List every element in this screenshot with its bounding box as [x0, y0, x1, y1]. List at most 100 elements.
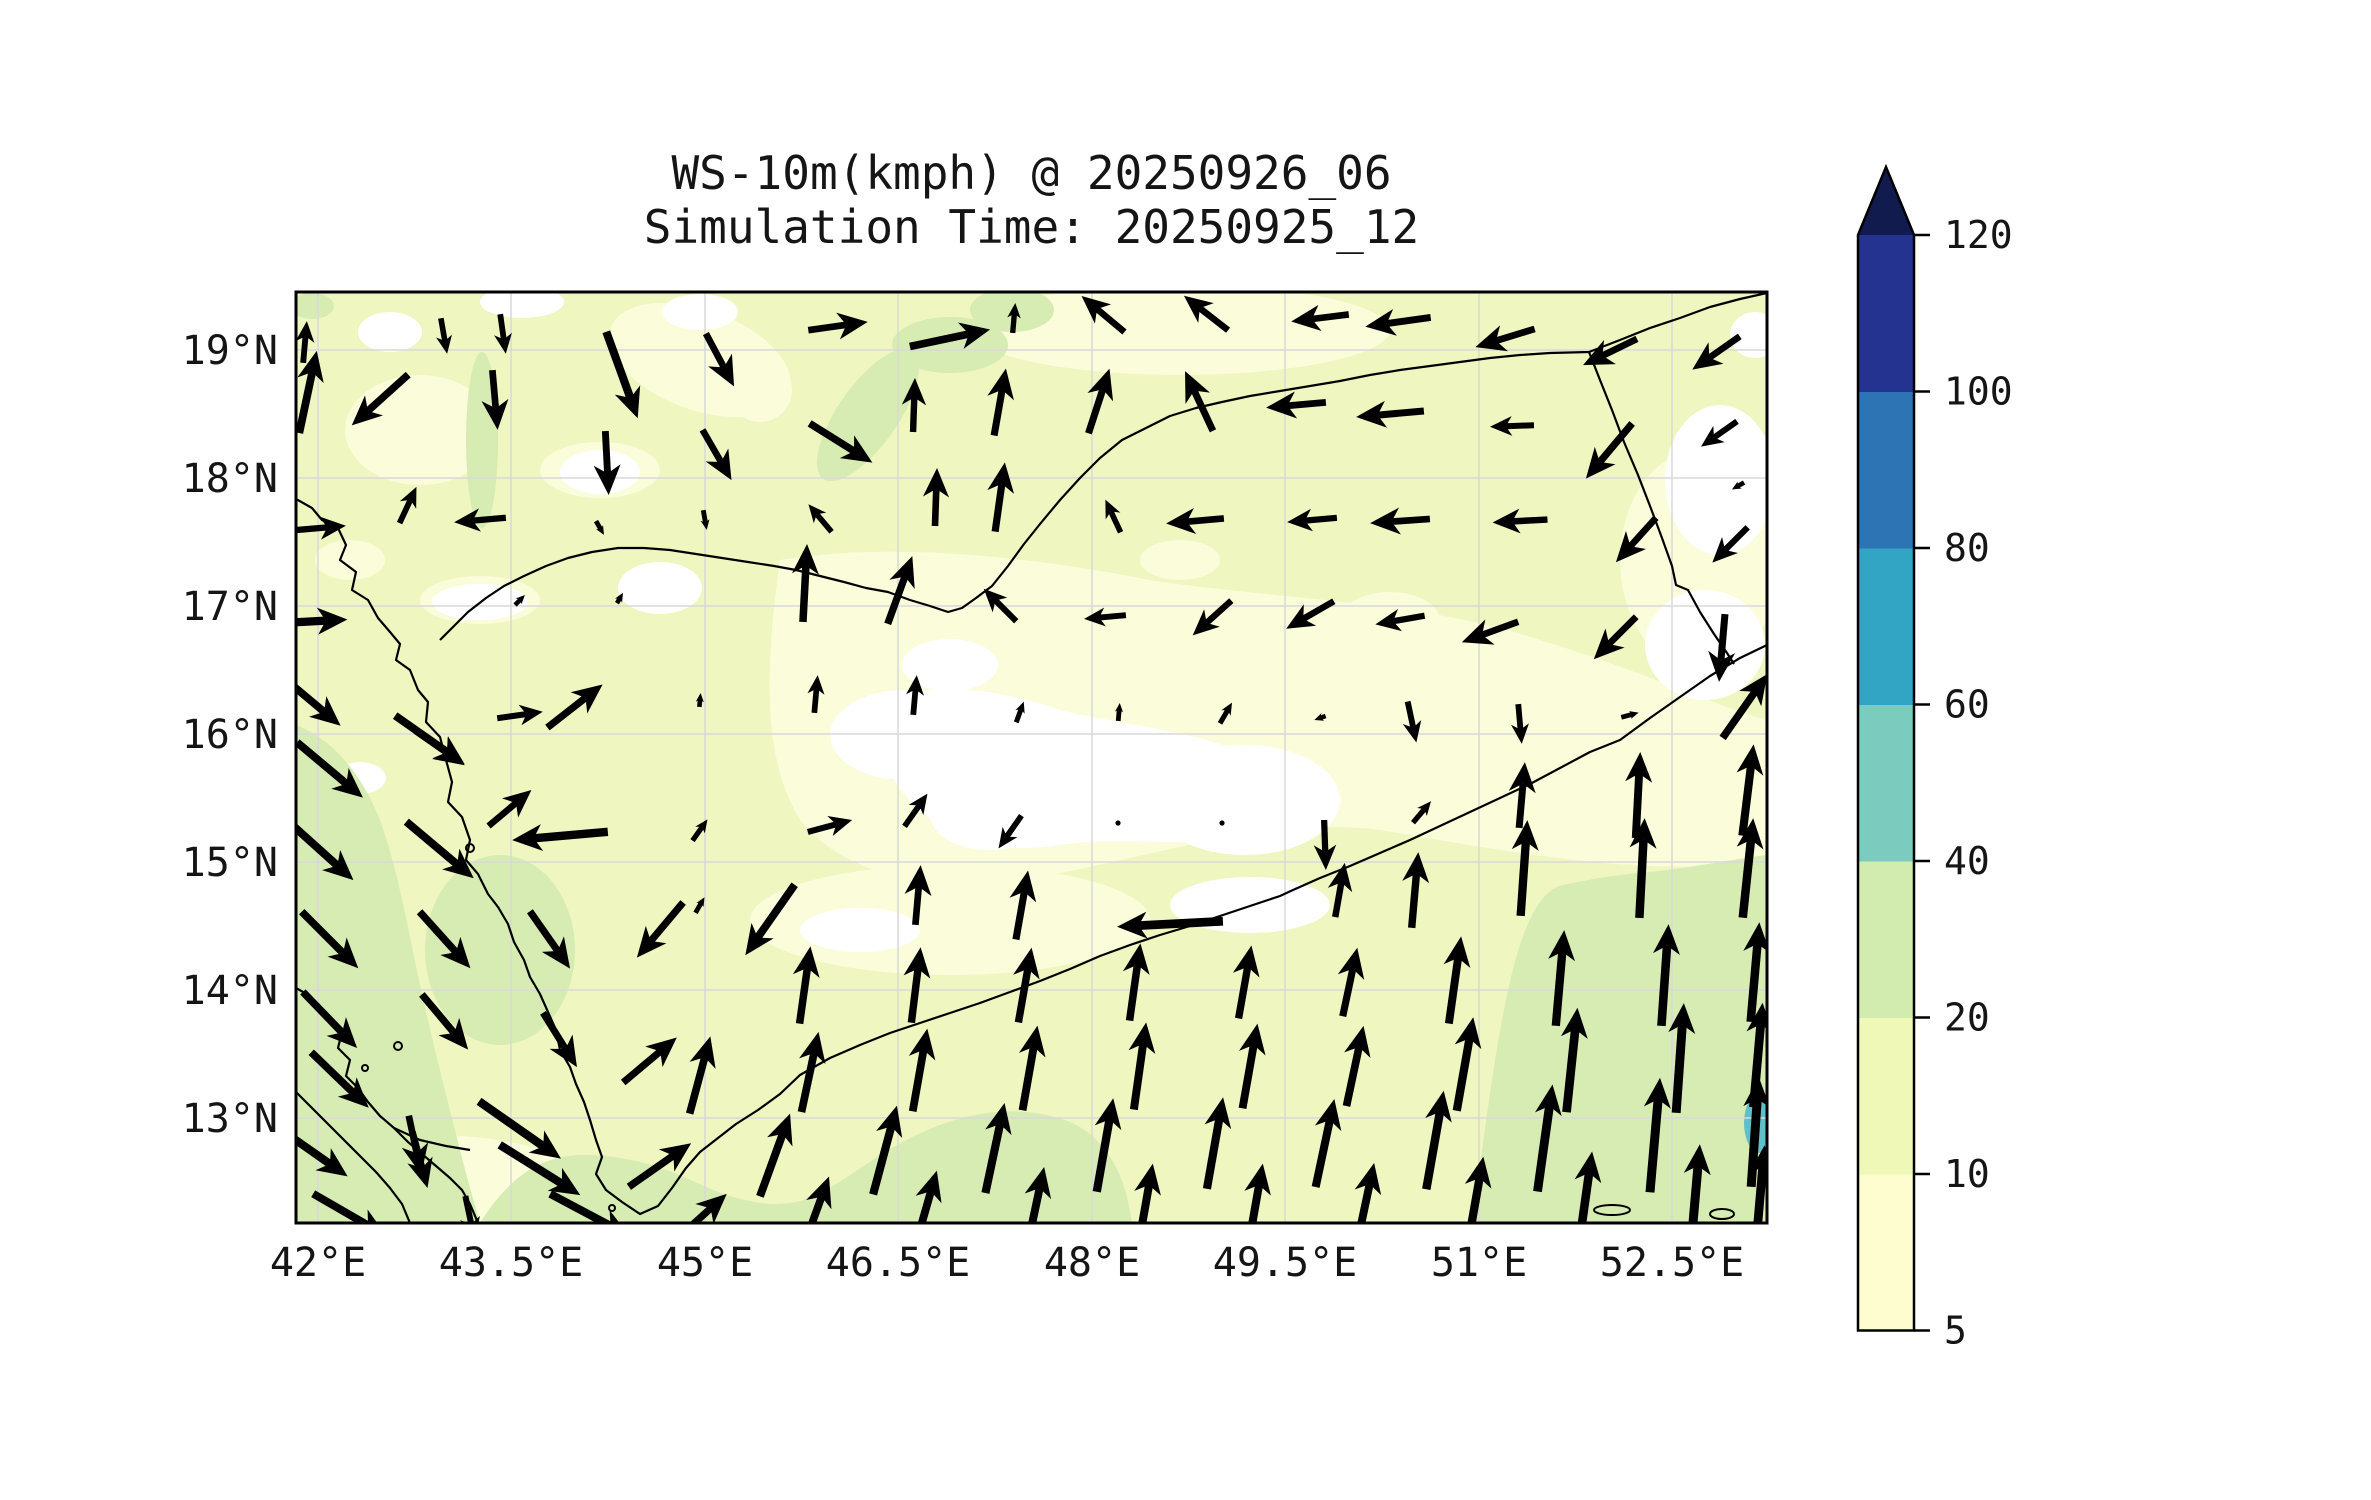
island [1709, 1208, 1735, 1220]
wind-arrow-head [1266, 391, 1298, 419]
wind-arrow-shaft [1186, 515, 1225, 526]
wind-speed-contour [1140, 540, 1220, 580]
wind-arrow-head [1629, 818, 1657, 849]
wind-arrow-head [327, 937, 359, 969]
wind-arrow-head [1337, 947, 1365, 980]
wind-arrow-shaft [416, 909, 459, 955]
wind-arrow-head [297, 350, 324, 384]
wind-speed-contour [902, 639, 998, 691]
wind-arrow-shaft [685, 1056, 709, 1115]
wind-arrow-head [512, 824, 544, 852]
wind-arrow-shaft [1746, 1098, 1762, 1188]
wind-arrow-shaft [910, 689, 919, 716]
wind-arrow-shaft [1311, 1119, 1334, 1188]
wind-arrow-shaft [396, 498, 413, 525]
wind-arrow-shaft [540, 1011, 569, 1051]
wind-arrow-head [806, 1176, 832, 1210]
wind-arrow-head [915, 1170, 942, 1204]
wind-arrow-head [1736, 744, 1764, 776]
wind-arrow-shaft [1577, 1172, 1594, 1223]
wind-arrow-head [827, 816, 853, 836]
wind-arrow-head [454, 508, 482, 532]
wind-arrow-shaft [909, 330, 970, 351]
wind-arrow-head [695, 1193, 727, 1223]
wind-speed-contour [315, 540, 385, 580]
x-tick-label: 49.5°E [1213, 1240, 1358, 1286]
wind-arrow-head [1024, 1166, 1052, 1200]
y-tick-label: 16°N [182, 712, 278, 758]
wind-arrow-head [908, 793, 928, 816]
wind-arrow-calm [1115, 820, 1121, 826]
wind-arrow-head [515, 595, 525, 605]
wind-arrow-head [528, 1130, 561, 1159]
wind-arrow-shaft [697, 699, 703, 708]
wind-arrow-shaft [1301, 598, 1336, 622]
wind-arrow-head [904, 865, 932, 897]
wind-arrow-head [1534, 1084, 1562, 1117]
wind-arrow-shaft [814, 512, 834, 534]
colorbar-tick-label: 5 [1944, 1309, 1967, 1353]
wind-arrow-shaft [811, 688, 820, 714]
wind-arrow-head [367, 1209, 378, 1223]
wind-arrow-shaft [296, 1135, 333, 1168]
wind-arrow-head [1748, 1145, 1767, 1174]
wind-arrow-shaft [1495, 325, 1536, 344]
wind-arrow-shaft [296, 371, 317, 434]
wind-arrow-head [436, 334, 452, 354]
wind-arrow-shaft [1404, 700, 1417, 729]
wind-arrow-head [595, 525, 604, 535]
wind-arrow-head [807, 675, 825, 695]
wind-arrow-head [1643, 1077, 1671, 1109]
wind-arrow-shaft [1342, 1046, 1363, 1107]
wind-arrow-head [1087, 368, 1114, 402]
wind-arrow-head [1454, 1017, 1482, 1050]
wind-speed-contour [1665, 405, 1767, 555]
wind-arrow-shaft [869, 1125, 896, 1196]
wind-arrow-head [1736, 818, 1764, 850]
wind-arrow-head [440, 936, 471, 969]
wind-arrow-head [767, 1113, 793, 1147]
wind-arrow-head [876, 1105, 903, 1139]
wind-arrow-shaft [1386, 313, 1432, 328]
wind-arrow-shaft [689, 1205, 714, 1223]
wind-arrow-head [658, 1143, 692, 1172]
wind-arrow-head [1094, 1098, 1122, 1131]
wind-arrow-shaft [1191, 389, 1217, 433]
colorbar-tick-label: 20 [1944, 996, 1990, 1040]
wind-arrow-shaft [1671, 1024, 1687, 1114]
wind-arrow-head [1574, 1151, 1602, 1184]
wind-arrow-shaft [1197, 305, 1231, 333]
wind-arrow-shaft [1738, 765, 1756, 837]
wind-arrow-shaft [1085, 388, 1107, 435]
wind-arrow-shaft [647, 900, 686, 944]
wind-arrow-shaft [1392, 612, 1426, 625]
wind-speed-contour [466, 352, 498, 528]
wind-arrow-shaft [300, 335, 309, 364]
wind-arrow-head [407, 1156, 433, 1189]
wind-arrow-head [1511, 820, 1539, 851]
wind-arrow-shaft [513, 597, 523, 607]
x-tick-label: 43.5°E [439, 1240, 584, 1286]
colorbar-segment [1858, 861, 1914, 1018]
map-frame [294, 290, 1769, 1225]
wind-arrow-head [1117, 911, 1148, 939]
wind-arrow-head [1492, 508, 1521, 534]
wind-speed-contour [662, 294, 738, 330]
wind-arrow-head [1668, 1003, 1696, 1035]
wind-arrow-shaft [1004, 813, 1024, 839]
wind-arrow-head [1327, 862, 1353, 893]
wind-arrow-head [636, 925, 667, 958]
wind-arrow-head [1009, 870, 1037, 903]
wind-arrow-head [1166, 507, 1197, 535]
wind-arrow-head [1615, 530, 1647, 563]
wind-arrow-head [308, 696, 341, 726]
wind-arrow-shaft [797, 1052, 818, 1113]
wind-arrow-head [1417, 801, 1431, 817]
wind-arrow-head [1628, 711, 1639, 719]
wind-arrow-shaft [1505, 422, 1535, 430]
colorbar-tick-label: 120 [1944, 213, 2013, 257]
island [393, 1041, 403, 1051]
wind-arrow-head [1652, 924, 1680, 955]
wind-arrow-shaft [806, 821, 838, 835]
wind-arrow-head [1122, 943, 1150, 975]
